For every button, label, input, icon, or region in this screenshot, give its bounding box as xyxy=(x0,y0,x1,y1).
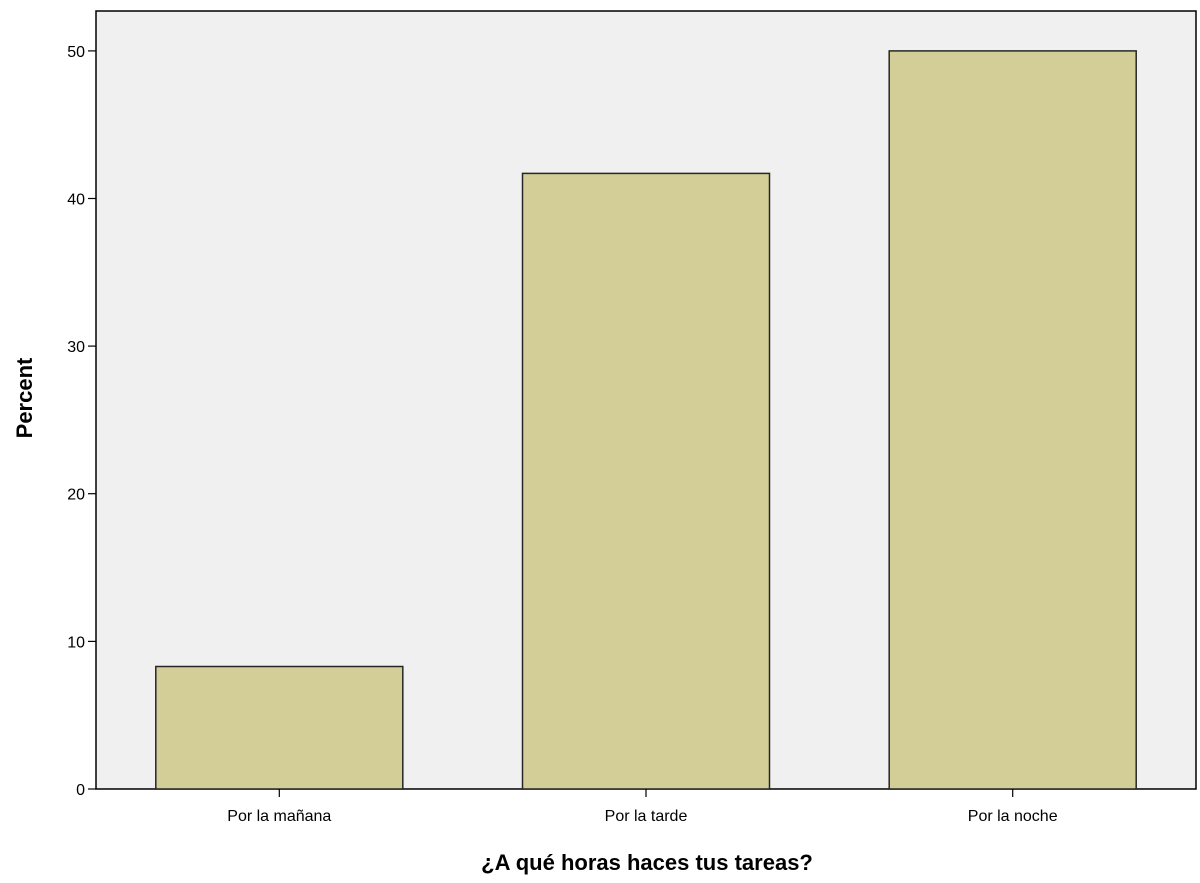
x-category-label: Por la tarde xyxy=(605,808,688,825)
y-tick-label: 10 xyxy=(67,634,85,651)
bar-0 xyxy=(155,665,404,790)
x-category-label: Por la mañana xyxy=(227,808,331,825)
y-tick-label: 30 xyxy=(67,339,85,356)
bar-2 xyxy=(888,50,1137,790)
bar-1 xyxy=(521,172,771,790)
y-tick-label: 0 xyxy=(76,782,85,799)
y-tick-label: 40 xyxy=(67,192,85,209)
y-axis: 0 10 20 30 40 50 xyxy=(67,44,96,799)
y-tick-label: 50 xyxy=(67,44,85,61)
x-axis: Por la mañana Por la tarde Por la noche xyxy=(227,789,1058,825)
y-axis-title: Percent xyxy=(12,357,37,438)
y-tick-label: 20 xyxy=(67,487,85,504)
x-axis-title: ¿A qué horas haces tus tareas? xyxy=(481,850,813,875)
x-category-label: Por la noche xyxy=(968,808,1058,825)
bars-layer xyxy=(155,50,1137,790)
